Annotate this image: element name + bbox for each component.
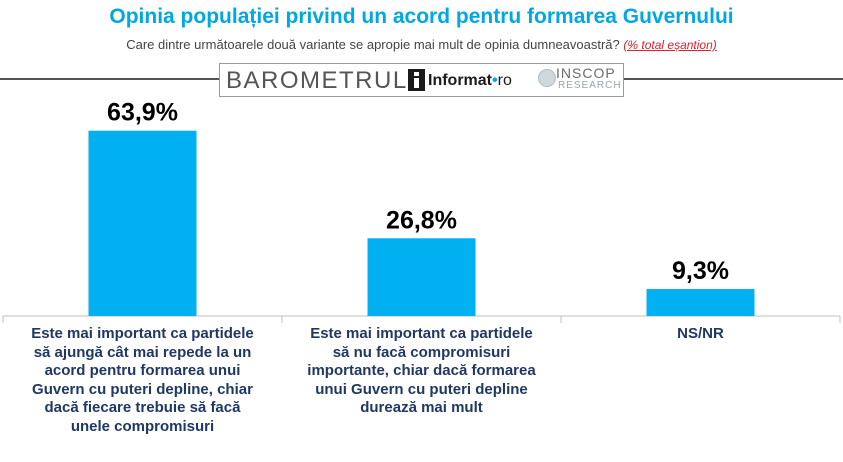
bar-1 — [88, 130, 197, 316]
informat-logo-dot: • — [492, 72, 498, 89]
informat-logo: Informat•ro — [428, 72, 512, 90]
barometrul-logo: BAROMETRUL — [226, 67, 408, 94]
chart-subtitle: Care dintre următoarele două variante se… — [0, 37, 843, 52]
bar-value-label-2: 26,8% — [386, 206, 457, 234]
category-label-3: NS/NR — [677, 325, 724, 342]
brand-divider-right — [624, 78, 843, 80]
subtitle-sample-note: (% total eșantion) — [623, 38, 717, 52]
category-label-2: Este mai important ca partidele să nu fa… — [307, 325, 536, 416]
informat-logo-main: Informat — [428, 72, 492, 89]
brand-logo-strip: BAROMETRUL Informat•ro INSCOP RESEARCH — [219, 63, 624, 97]
bar-2 — [367, 238, 476, 316]
category-label-1: Este mai important ca partidele să ajung… — [31, 325, 254, 435]
subtitle-question: Care dintre următoarele două variante se… — [126, 37, 620, 52]
inscop-logo-sub: RESEARCH — [558, 80, 622, 91]
informat-logo-ro: ro — [497, 72, 512, 89]
bar-3 — [646, 289, 755, 316]
brand-divider-left — [0, 78, 219, 80]
chart-title: Opinia populației privind un acord pentr… — [109, 5, 734, 28]
bar-value-label-3: 9,3% — [672, 257, 729, 285]
informat-logo-icon — [408, 69, 425, 91]
inscop-logo-icon — [538, 69, 556, 87]
inscop-logo: INSCOP — [556, 65, 616, 81]
bar-value-label-1: 63,9% — [107, 99, 178, 127]
